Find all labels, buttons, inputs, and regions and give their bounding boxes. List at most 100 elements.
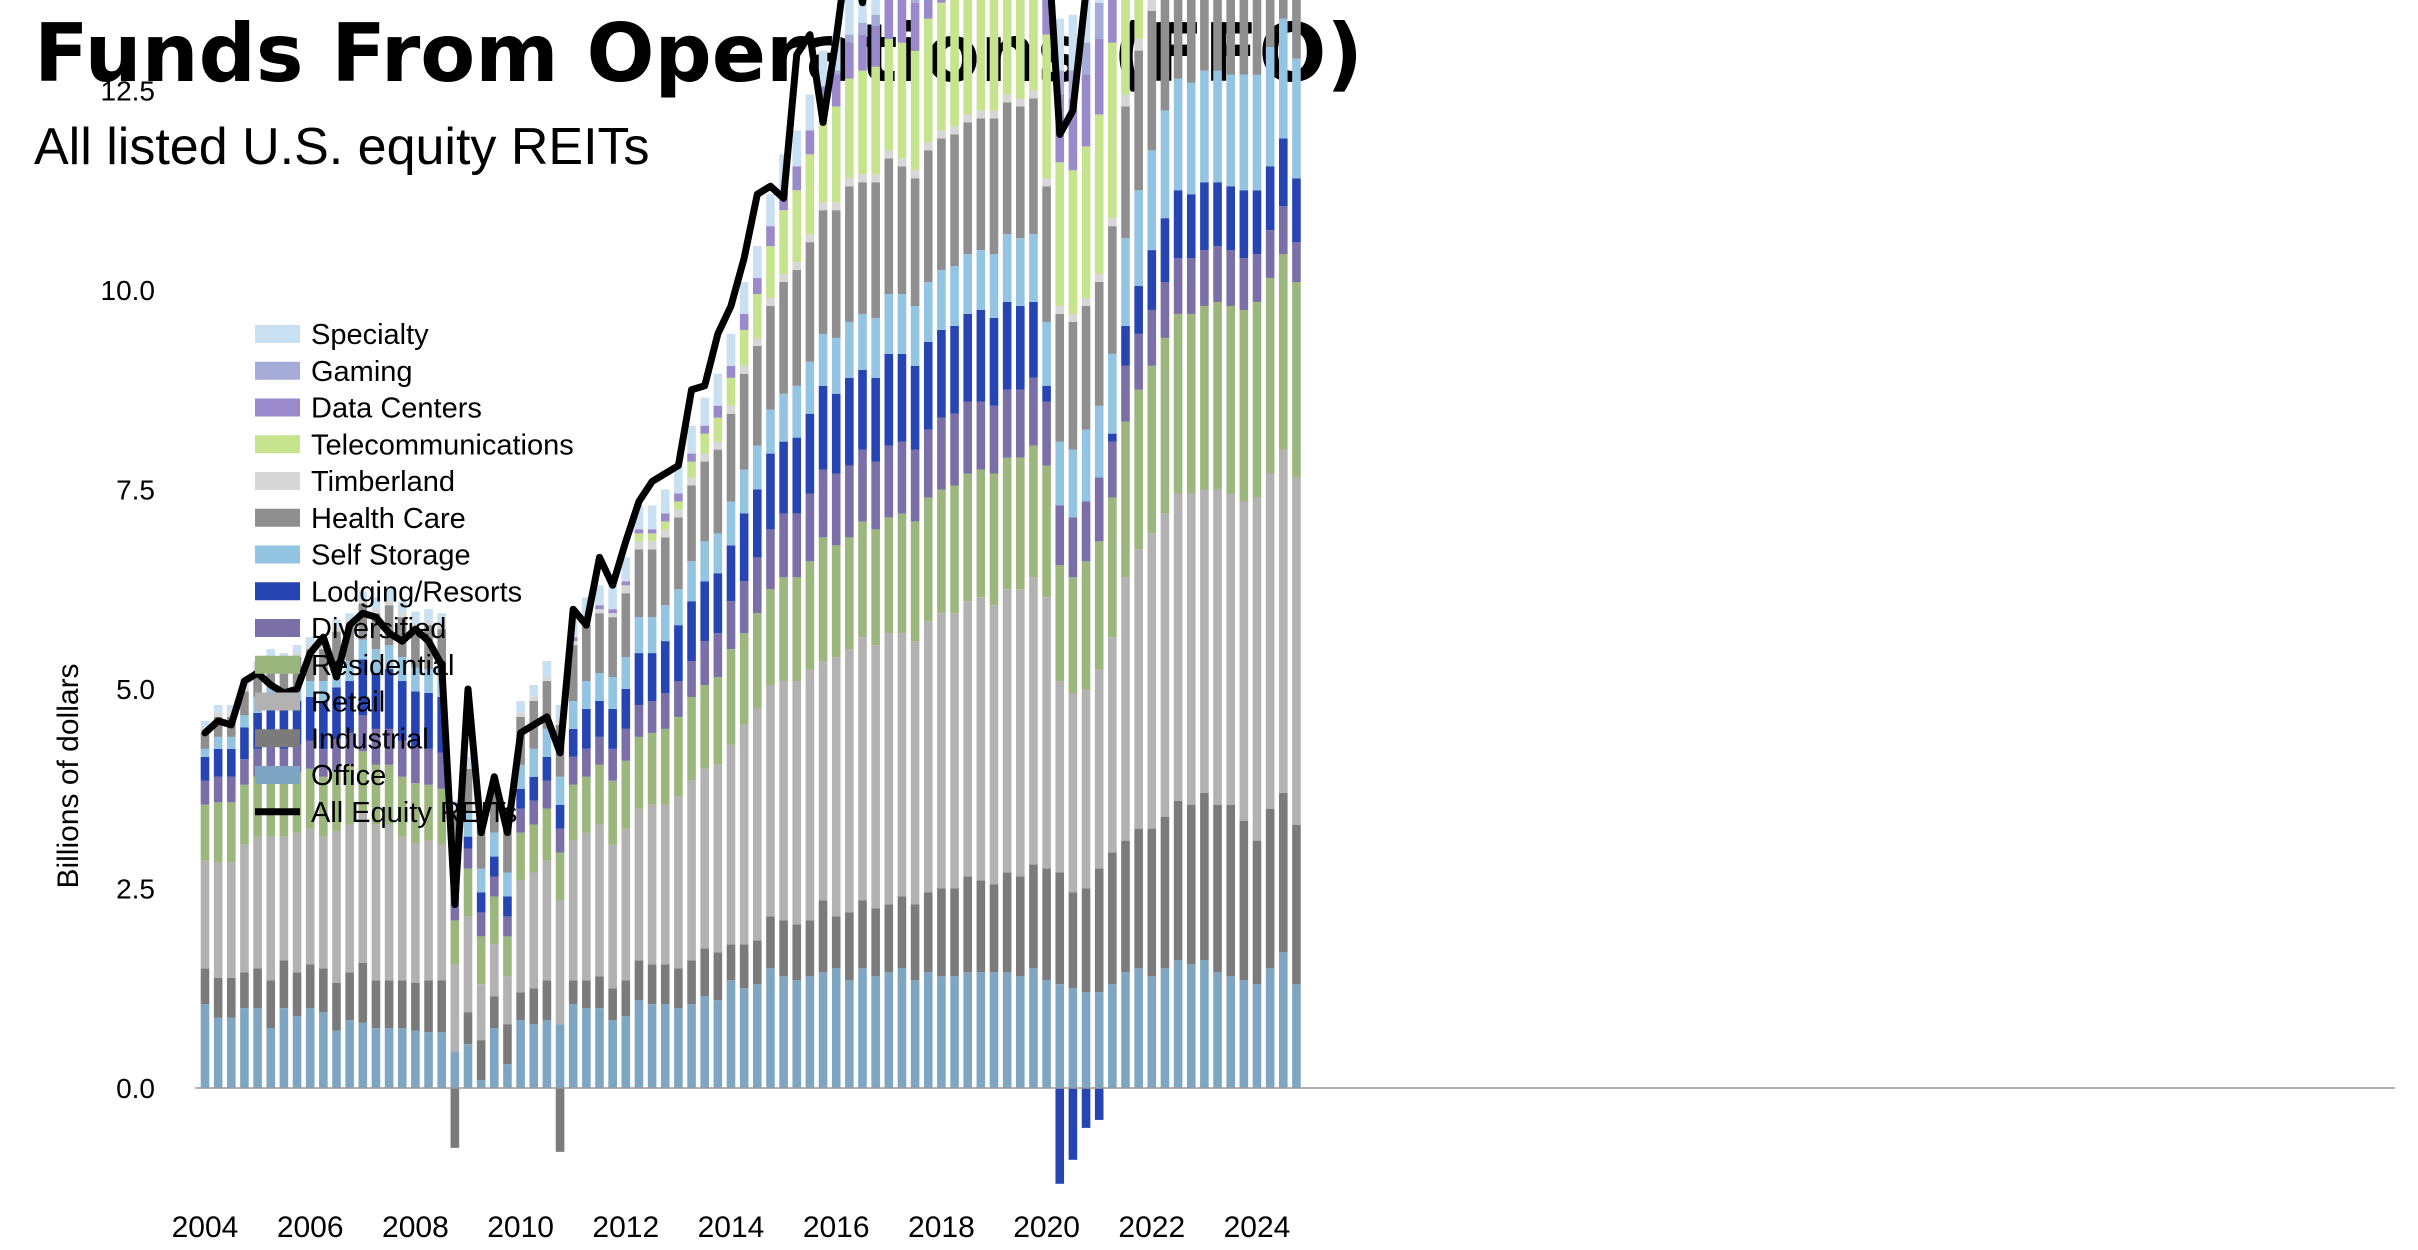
bar-segment-health-care: [568, 645, 578, 701]
all-equity-reits-line: [201, 0, 1089, 908]
bar-segment-retail: [1147, 533, 1157, 829]
bar-segment-retail: [1108, 637, 1117, 853]
bar-segment-retail: [1200, 489, 1209, 793]
x-tick-label: 2014: [698, 1211, 765, 1244]
bar-segment-industrial: [923, 892, 933, 973]
bar-segment-timberland: [884, 150, 894, 159]
bar-segment-self-storage: [1239, 74, 1249, 191]
bar-segment-retail: [713, 764, 723, 953]
bar-segment-residential: [529, 824, 539, 873]
bar-segment-self-storage: [1134, 190, 1143, 287]
bar-segment-data-centers: [845, 42, 854, 79]
bar-segment-diversified: [200, 780, 210, 805]
bar-segment-lodging-resorts: [897, 353, 907, 442]
bar-segment-office: [674, 1008, 683, 1088]
bar-segment-lodging-resorts: [753, 489, 762, 558]
bar-segment-diversified: [937, 417, 946, 490]
bar-segment-office: [542, 1020, 552, 1088]
bar-segment-office: [660, 1004, 670, 1088]
bar-segment-lodging-resorts: [1134, 286, 1143, 334]
bar-segment-timberland: [700, 453, 709, 462]
bar-segment-lodging-resorts: [687, 601, 696, 662]
bar-segment-self-storage: [424, 669, 433, 693]
bar-segment-timberland: [910, 170, 920, 179]
bar-segment-health-care: [1173, 0, 1183, 79]
bar-segment-lodging-resorts: [805, 413, 815, 494]
bar-segment-diversified: [1108, 441, 1117, 498]
bar-segment-diversified: [897, 441, 907, 514]
bar-segment-timberland: [923, 142, 933, 151]
bar-segment-diversified: [1121, 365, 1130, 422]
bar-segment-office: [1055, 984, 1065, 1088]
bar-segment-timberland: [292, 653, 302, 658]
bar-segment-industrial: [1279, 792, 1288, 953]
bar-segment-industrial: [779, 920, 788, 977]
x-tick-label: 2004: [172, 1211, 239, 1244]
bar-segment-residential: [1200, 305, 1209, 490]
bar-segment-office: [779, 976, 788, 1088]
bar-segment-office: [411, 1030, 420, 1088]
bar-segment-data-centers: [923, 0, 933, 19]
bar-segment-industrial: [555, 1088, 565, 1152]
bar-segment-lodging-resorts: [1094, 1088, 1104, 1120]
bar-segment-residential: [766, 589, 775, 686]
bar-segment-data-centers: [713, 405, 723, 418]
bar-segment-retail: [319, 836, 328, 969]
bar-segment-office: [647, 1004, 657, 1088]
bar-segment-retail: [200, 860, 210, 969]
bar-segment-retail: [555, 900, 565, 1025]
bar-segment-health-care: [674, 517, 683, 590]
bar-segment-retail: [1252, 497, 1262, 841]
bar-segment-residential: [989, 473, 999, 606]
bar-segment-timberland: [963, 114, 972, 123]
bar-segment-office: [1094, 992, 1104, 1088]
legend-swatch: [255, 398, 300, 417]
bar-segment-self-storage: [739, 469, 749, 514]
bar-segment-diversified: [713, 633, 723, 678]
bar-segment-diversified: [516, 808, 525, 833]
bar-segment-office: [1029, 968, 1038, 1088]
bar-segment-office: [1108, 984, 1117, 1088]
bar-segment-self-storage: [1226, 74, 1235, 187]
bar-segment-diversified: [213, 776, 223, 803]
bar-segment-timberland: [542, 677, 552, 682]
bar-segment-specialty: [305, 637, 315, 646]
bar-segment-retail: [989, 605, 999, 885]
bar-segment-self-storage: [831, 337, 841, 394]
bar-segment-timberland: [989, 110, 999, 119]
bar-segment-retail: [424, 840, 433, 981]
bar-segment-residential: [542, 808, 552, 861]
bar-segment-diversified: [634, 704, 644, 737]
bar-segment-retail: [1094, 669, 1104, 869]
bar-segment-retail: [831, 657, 841, 917]
bar-segment-lodging-resorts: [739, 513, 749, 582]
bar-segment-telecommunications: [739, 329, 749, 366]
bar-segment-specialty: [450, 800, 460, 809]
bar-segment-diversified: [371, 728, 381, 765]
bar-segment-lodging-resorts: [490, 856, 499, 877]
bar-segment-specialty: [845, 0, 854, 35]
bar-segment-residential: [779, 577, 788, 682]
bar-segment-office: [213, 1017, 223, 1088]
bar-segment-retail: [411, 843, 420, 983]
bar-segment-timberland: [424, 621, 433, 626]
bar-segment-diversified: [595, 736, 604, 765]
bar-segment-health-care: [279, 665, 289, 693]
bar-segment-industrial: [1226, 804, 1235, 977]
bar-segment-self-storage: [805, 361, 815, 414]
bar-segment-timberland: [950, 126, 959, 135]
bar-segment-industrial: [858, 900, 867, 969]
bar-segment-industrial: [305, 964, 315, 1009]
bar-segment-diversified: [529, 800, 539, 825]
bar-segment-residential: [1279, 254, 1288, 450]
bar-segment-office: [1134, 968, 1143, 1088]
bar-segment-lodging-resorts: [1016, 305, 1025, 390]
legend-label: Health Care: [311, 503, 466, 535]
bar-segment-office: [608, 1020, 617, 1088]
bar-segment-self-storage: [1068, 449, 1078, 518]
bar-segment-self-storage: [240, 715, 249, 728]
bar-segment-diversified: [700, 641, 709, 686]
bar-segment-retail: [897, 633, 907, 897]
legend-swatch: [255, 508, 300, 527]
bar-segment-self-storage: [1029, 234, 1038, 302]
